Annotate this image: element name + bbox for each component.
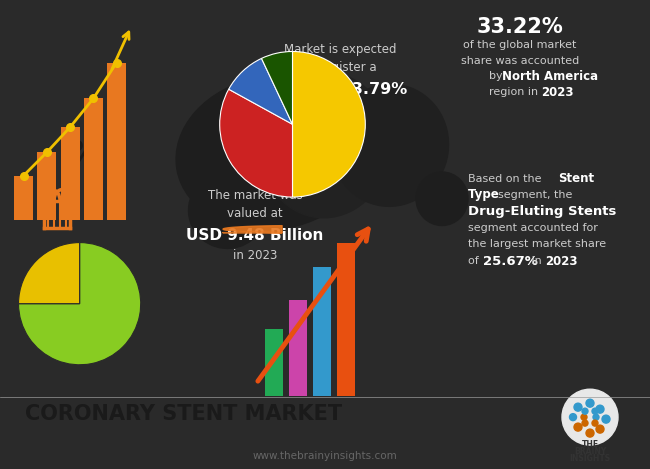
Bar (107, 62, 126, 220)
Text: of: of (468, 256, 482, 266)
Text: 25.67%: 25.67% (483, 255, 538, 268)
Text: The market was: The market was (207, 189, 302, 202)
Bar (60, 127, 79, 220)
Circle shape (562, 389, 618, 445)
Text: region in: region in (489, 87, 541, 98)
Text: 2023: 2023 (545, 255, 577, 268)
Circle shape (582, 408, 588, 414)
Text: the largest market share: the largest market share (468, 239, 606, 249)
Wedge shape (292, 52, 365, 197)
Ellipse shape (416, 172, 468, 226)
Text: 2023: 2023 (541, 86, 573, 99)
Circle shape (586, 429, 594, 437)
Wedge shape (220, 89, 292, 197)
Text: CORONARY STENT MARKET: CORONARY STENT MARKET (25, 404, 342, 424)
Circle shape (582, 420, 588, 426)
Ellipse shape (332, 84, 448, 206)
Bar (313, 267, 332, 396)
Circle shape (581, 414, 587, 420)
Bar (265, 329, 283, 396)
Circle shape (596, 425, 604, 433)
Text: Type: Type (468, 188, 503, 201)
Text: Market is expected: Market is expected (284, 43, 396, 56)
Ellipse shape (188, 172, 266, 249)
Text: of the global market: of the global market (463, 40, 577, 50)
Text: %: % (70, 139, 100, 168)
Text: valued at: valued at (227, 207, 283, 220)
Bar (289, 300, 307, 396)
Circle shape (574, 423, 582, 431)
Text: to register a: to register a (304, 61, 376, 74)
Circle shape (593, 414, 599, 420)
Text: in: in (528, 256, 545, 266)
Bar (38, 152, 57, 220)
Text: 33.22%: 33.22% (476, 17, 564, 37)
Circle shape (592, 408, 598, 414)
Circle shape (569, 414, 577, 421)
Text: segment, the: segment, the (498, 189, 573, 200)
Text: share was accounted: share was accounted (461, 55, 579, 66)
Ellipse shape (260, 73, 390, 218)
Bar (337, 243, 356, 396)
Wedge shape (261, 52, 292, 124)
Text: CAGR of 3.79%: CAGR of 3.79% (273, 82, 407, 97)
Circle shape (574, 403, 582, 411)
Text: by: by (489, 71, 506, 82)
Text: Drug-Eluting Stents: Drug-Eluting Stents (468, 205, 616, 218)
Text: THE: THE (582, 439, 599, 448)
Bar (14, 175, 33, 220)
Text: in 2023: in 2023 (233, 249, 277, 262)
Text: Based on the: Based on the (468, 174, 545, 184)
Circle shape (586, 399, 594, 407)
Bar (84, 98, 103, 220)
Text: Stent: Stent (558, 172, 594, 185)
Wedge shape (18, 242, 80, 304)
Text: BRAINY: BRAINY (574, 446, 606, 455)
Text: segment accounted for: segment accounted for (468, 223, 598, 234)
Circle shape (592, 420, 598, 426)
Ellipse shape (176, 76, 370, 230)
Text: USD 9.48 Billion: USD 9.48 Billion (187, 228, 324, 243)
Text: www.thebrainyinsights.com: www.thebrainyinsights.com (253, 451, 397, 461)
Wedge shape (18, 242, 140, 365)
Circle shape (602, 415, 610, 423)
Wedge shape (229, 59, 292, 124)
Text: North America: North America (502, 70, 598, 83)
Circle shape (596, 405, 604, 413)
Text: INSIGHTS: INSIGHTS (569, 454, 610, 462)
